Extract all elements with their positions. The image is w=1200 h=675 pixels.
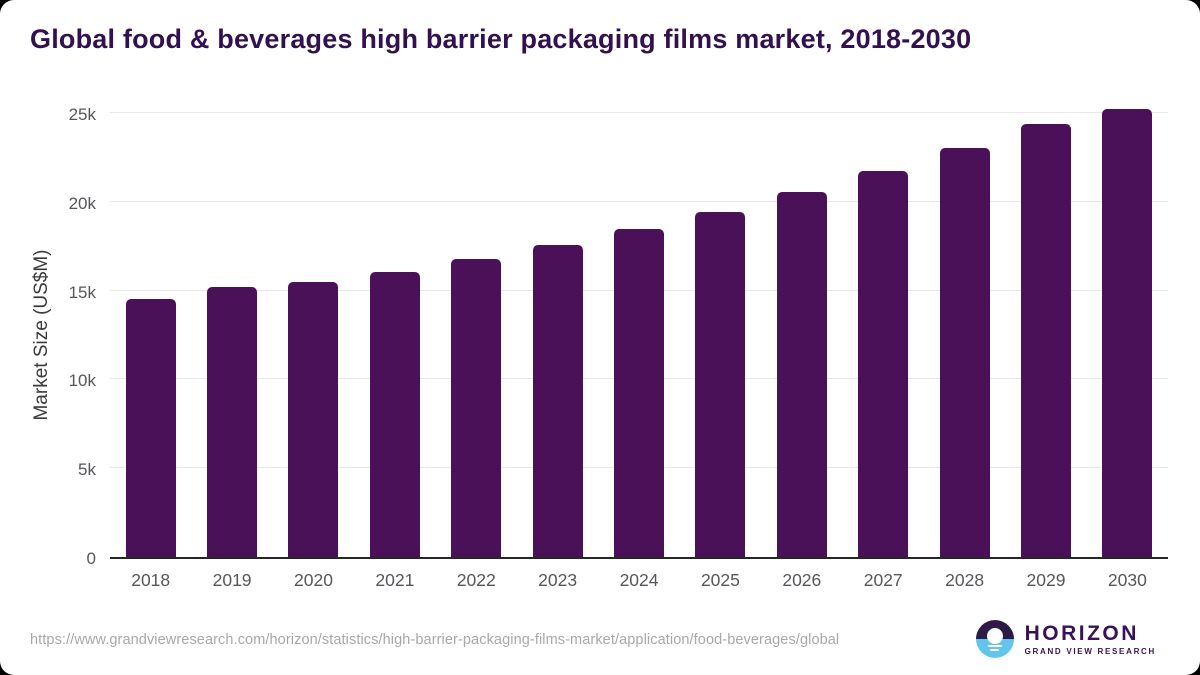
bar-2029[interactable] <box>1020 123 1071 557</box>
bar-slot <box>436 89 517 557</box>
x-tick-label: 2018 <box>131 570 171 590</box>
x-axis-tick-labels: 2018 2019 2020 2021 2022 2023 2024 2025 2026 2027… <box>110 570 1168 591</box>
bar-2024[interactable] <box>614 229 665 557</box>
x-tick-label: 2021 <box>375 570 415 590</box>
gridline <box>110 200 1168 202</box>
bar-slot <box>598 89 679 557</box>
bar-2018[interactable] <box>125 298 176 557</box>
sun-icon <box>986 628 1003 644</box>
logo-subtitle: GRAND VIEW RESEARCH <box>1024 646 1156 656</box>
bar-slot <box>191 89 272 557</box>
y-tick-label: 10k <box>68 371 96 391</box>
y-tick-label: 15k <box>68 282 96 302</box>
bar-2020[interactable] <box>288 281 339 557</box>
x-tick-label: 2030 <box>1107 570 1147 590</box>
horizon-logo-text: HORIZON GRAND VIEW RESEARCH <box>1025 623 1156 656</box>
y-tick-label: 20k <box>68 193 96 213</box>
plot-area: 0 5k 10k 15k 20k 25k <box>69 89 1168 568</box>
bar-slot <box>110 89 191 557</box>
x-tick-label: 2023 <box>538 570 578 590</box>
x-tick-label: 2027 <box>863 570 903 590</box>
bar-2021[interactable] <box>369 271 420 557</box>
horizon-logo[interactable]: HORIZON GRAND VIEW RESEARCH <box>975 620 1156 658</box>
x-tick-label: 2028 <box>945 570 985 590</box>
bar-2023[interactable] <box>532 245 583 557</box>
bar-2019[interactable] <box>207 287 258 557</box>
bar-2025[interactable] <box>695 211 746 557</box>
bar-slot <box>761 89 842 557</box>
x-tick-label: 2022 <box>456 570 496 590</box>
x-tick-label: 2020 <box>294 570 333 590</box>
x-tick-label: 2025 <box>700 570 740 590</box>
gridline <box>110 111 1168 113</box>
y-tick-label: 25k <box>68 104 96 124</box>
bar-slot <box>1005 89 1086 557</box>
bar-2022[interactable] <box>451 258 502 557</box>
bar-slot <box>273 89 354 557</box>
chart-title: Global food & beverages high barrier pac… <box>30 24 972 54</box>
bar-series <box>110 89 1168 557</box>
bar-slot <box>517 89 598 557</box>
bar-slot <box>924 89 1005 557</box>
bar-2028[interactable] <box>939 148 990 557</box>
logo-name: HORIZON <box>1024 621 1139 645</box>
x-tick-label: 2019 <box>212 570 252 590</box>
x-tick-label: 2029 <box>1026 570 1066 590</box>
bar-slot <box>680 89 761 557</box>
horizon-logo-icon <box>975 620 1014 658</box>
x-tick-label: 2024 <box>619 570 659 590</box>
horizon-line-icon <box>987 645 1002 647</box>
y-tick-label: 5k <box>78 460 96 480</box>
bar-slot <box>354 89 435 557</box>
y-tick-label: 0 <box>86 549 96 568</box>
bar-2030[interactable] <box>1102 109 1153 557</box>
bar-slot <box>1087 89 1168 557</box>
x-tick-label: 2026 <box>782 570 822 590</box>
bar-slot <box>843 89 924 557</box>
source-url: https://www.grandviewresearch.com/horizo… <box>30 632 840 648</box>
bar-2026[interactable] <box>776 191 827 557</box>
bar-2027[interactable] <box>858 170 909 557</box>
y-axis-title: Market Size (US$M) <box>31 249 52 421</box>
horizon-line-icon <box>990 649 1000 651</box>
